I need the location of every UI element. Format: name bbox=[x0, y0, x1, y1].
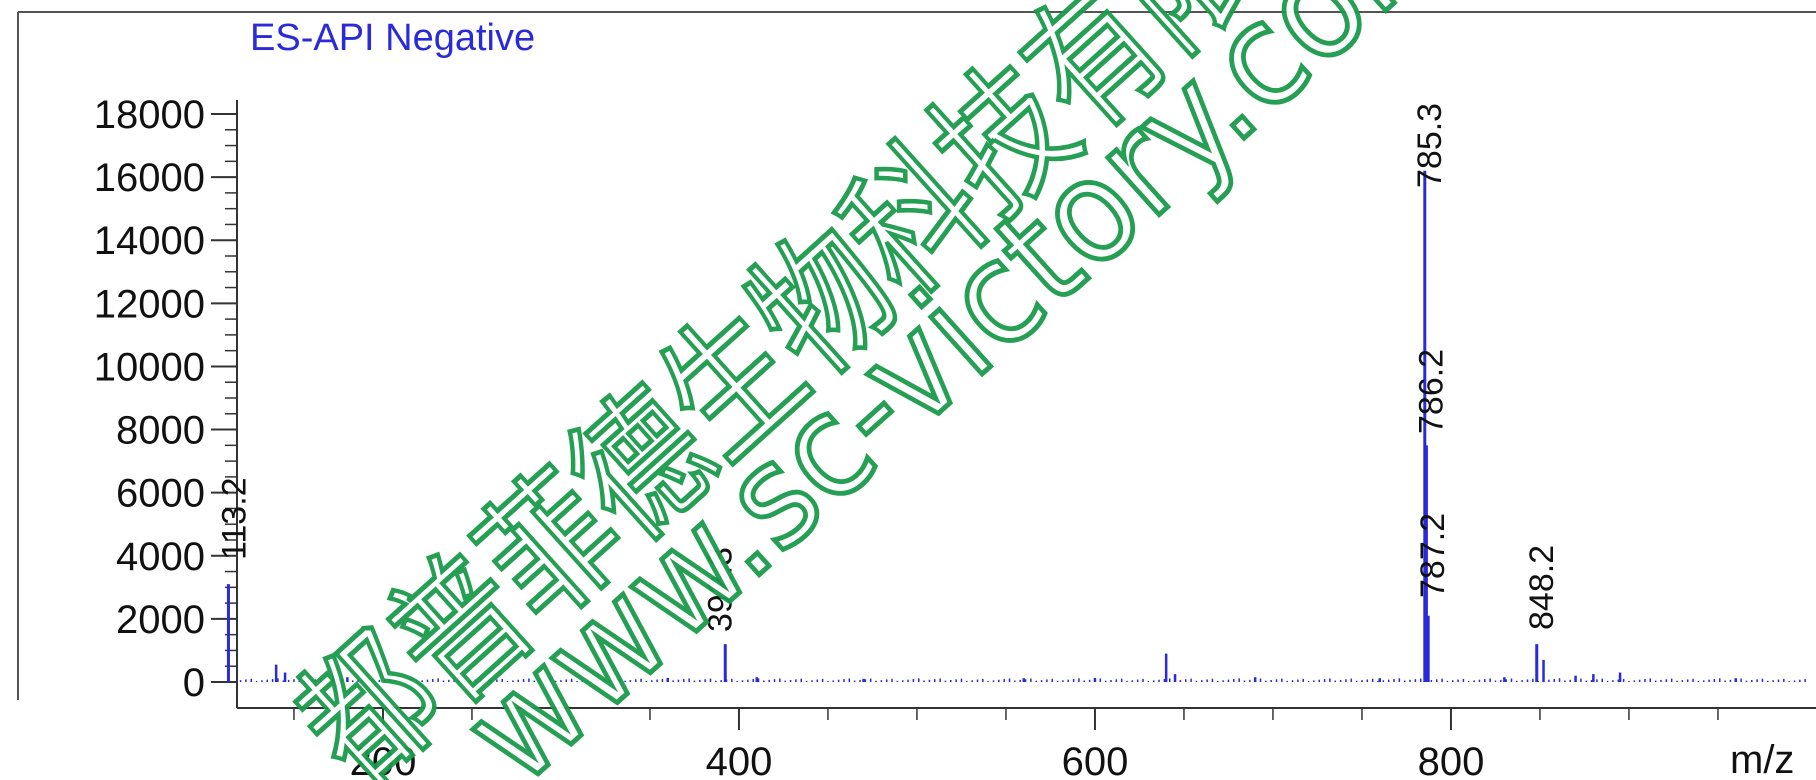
watermark: 都普菲德生物科技有限 www.sc-victory.com bbox=[265, 0, 1496, 780]
y-tick-label-4000: 4000 bbox=[116, 535, 205, 579]
minor-peaks bbox=[239, 653, 1806, 682]
y-tick-label-16000: 16000 bbox=[94, 156, 205, 200]
y-tick-label-6000: 6000 bbox=[116, 472, 205, 516]
x-tick-label-600: 600 bbox=[1062, 740, 1129, 780]
x-tick-label-800: 800 bbox=[1418, 740, 1485, 780]
chart-title: ES-API Negative bbox=[250, 17, 535, 59]
x-tick-label-400: 400 bbox=[706, 740, 773, 780]
peaks bbox=[226, 170, 1539, 682]
x-axis-label: m/z bbox=[1730, 738, 1794, 780]
y-tick-label-12000: 12000 bbox=[94, 282, 205, 326]
peak-label-848.2: 848.2 bbox=[1523, 545, 1561, 630]
y-tick-label-8000: 8000 bbox=[116, 409, 205, 453]
axes: 0 2000 4000 6000 8000 10000 12000 14000 16000 180… bbox=[94, 93, 1816, 780]
peak-label-392.3: 392.3 bbox=[701, 547, 739, 632]
y-tick-label-0: 0 bbox=[183, 661, 205, 705]
y-tick-label-2000: 2000 bbox=[116, 598, 205, 642]
peak-label-113.2: 113.2 bbox=[215, 477, 253, 560]
x-tick-label-200: 200 bbox=[350, 740, 417, 780]
peak-label-785.3: 785.3 bbox=[1411, 103, 1449, 188]
peak-label-786.2: 786.2 bbox=[1412, 349, 1450, 434]
y-tick-label-14000: 14000 bbox=[94, 219, 205, 263]
peak-label-787.2: 787.2 bbox=[1414, 513, 1452, 598]
y-tick-label-10000: 10000 bbox=[94, 345, 205, 389]
y-tick-label-18000: 18000 bbox=[94, 93, 205, 137]
peak-labels: 113.2 392.3 785.3 786.2 787.2 848.2 bbox=[215, 103, 1560, 632]
